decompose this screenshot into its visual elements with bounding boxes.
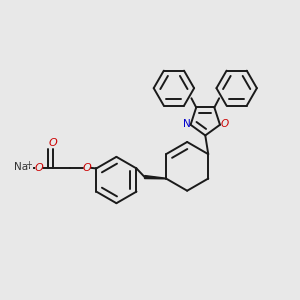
Text: O: O bbox=[220, 119, 228, 129]
Text: O: O bbox=[49, 138, 58, 148]
Text: +: + bbox=[25, 160, 32, 169]
Polygon shape bbox=[145, 176, 166, 179]
Text: O: O bbox=[82, 163, 91, 173]
Text: N: N bbox=[183, 119, 190, 129]
Text: O: O bbox=[34, 163, 43, 173]
Text: Na: Na bbox=[14, 162, 28, 172]
